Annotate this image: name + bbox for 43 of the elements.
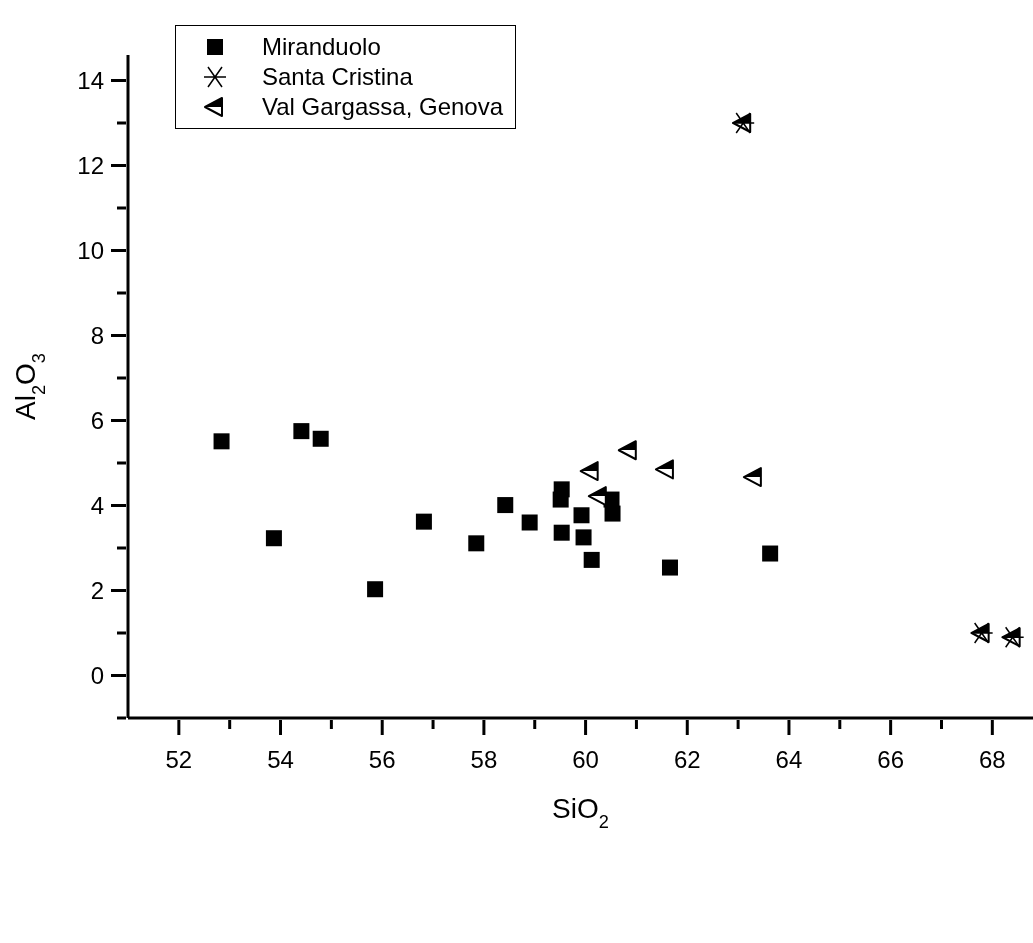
point <box>553 524 570 541</box>
point <box>654 459 674 480</box>
point <box>497 497 514 514</box>
point <box>468 535 485 552</box>
x-tick-label: 52 <box>165 746 193 773</box>
y-tick-label: 12 <box>77 151 104 179</box>
point <box>552 491 569 508</box>
legend-label: Santa Cristina <box>262 62 413 92</box>
y-tick-label: 10 <box>77 236 104 264</box>
x-tick-label: 58 <box>470 746 498 773</box>
x-axis-title: SiO$_{2}$ <box>552 793 609 832</box>
point <box>579 461 599 482</box>
point <box>742 467 762 488</box>
y-tick-label: 2 <box>90 576 104 604</box>
point <box>762 545 779 562</box>
x-tick-label: 60 <box>572 746 599 773</box>
point <box>573 507 590 524</box>
point <box>415 513 432 530</box>
x-tick-label: 64 <box>775 746 803 773</box>
point <box>587 486 607 507</box>
point <box>661 559 678 576</box>
point <box>213 433 230 450</box>
point <box>265 530 282 547</box>
legend-label: Val Gargassa, Genova <box>262 92 504 122</box>
point <box>604 505 621 522</box>
y-tick-label: 14 <box>77 66 104 94</box>
point <box>575 529 592 546</box>
x-tick-label: 68 <box>978 746 1006 773</box>
point <box>583 551 600 568</box>
point <box>367 581 384 598</box>
y-tick-label: 6 <box>90 406 104 434</box>
point <box>617 440 637 461</box>
y-tick-label: 4 <box>90 491 104 519</box>
x-tick-label: 54 <box>267 746 294 773</box>
point <box>293 423 310 440</box>
x-tick-label: 66 <box>877 746 904 773</box>
legend-label: Miranduolo <box>262 32 381 62</box>
point <box>521 514 538 531</box>
y-tick-label: 0 <box>90 661 104 689</box>
point <box>312 430 329 447</box>
x-tick-label: 62 <box>673 746 701 773</box>
y-tick-label: 8 <box>90 321 104 349</box>
x-tick-label: 56 <box>368 746 396 773</box>
